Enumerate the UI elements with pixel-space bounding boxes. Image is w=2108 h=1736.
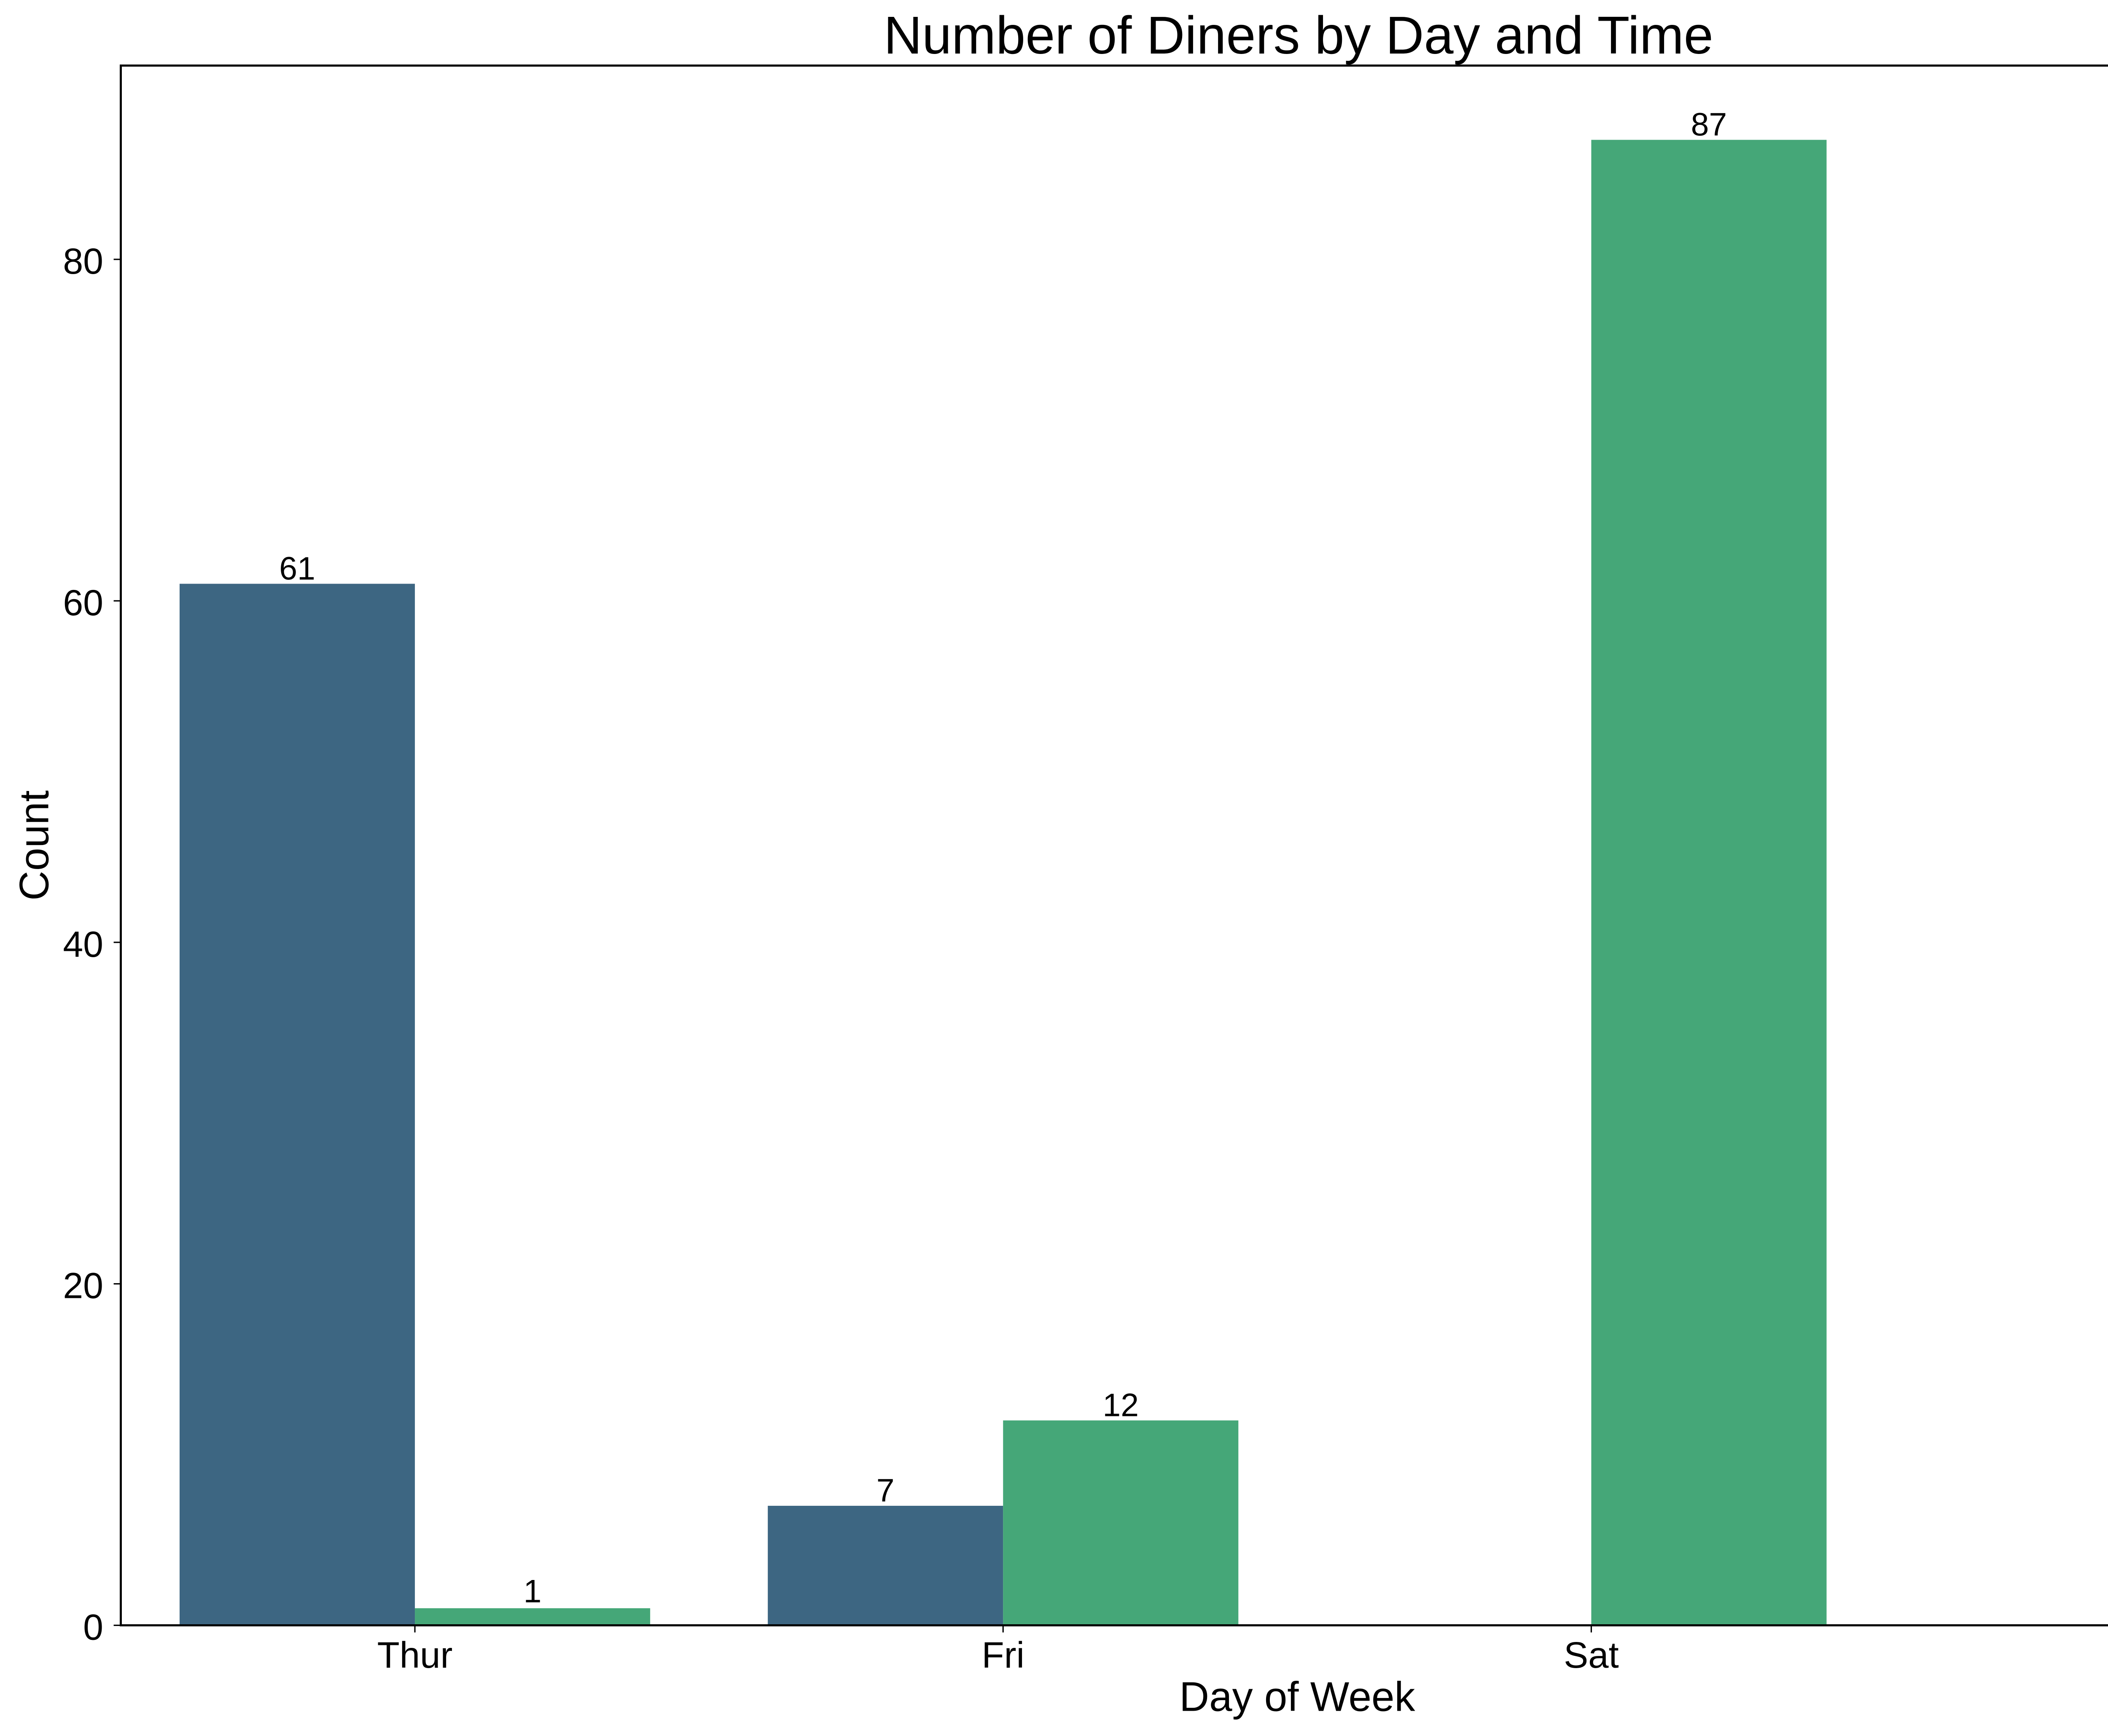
svg-text:Sat: Sat (1564, 1635, 1619, 1676)
svg-text:Count: Count (11, 790, 57, 901)
svg-text:61: 61 (279, 551, 315, 587)
svg-text:87: 87 (1691, 107, 1727, 143)
svg-text:40: 40 (63, 924, 103, 965)
svg-text:7: 7 (877, 1472, 895, 1509)
svg-text:60: 60 (63, 583, 103, 623)
svg-text:Number of Diners by Day and Ti: Number of Diners by Day and Time (884, 5, 1713, 65)
svg-text:12: 12 (1102, 1387, 1139, 1424)
svg-text:20: 20 (63, 1266, 103, 1306)
svg-text:80: 80 (63, 241, 103, 282)
svg-text:1: 1 (524, 1573, 542, 1610)
svg-text:Day of Week: Day of Week (1179, 1673, 1415, 1720)
svg-text:0: 0 (83, 1607, 103, 1648)
svg-text:Thur: Thur (377, 1635, 453, 1676)
svg-text:Fri: Fri (981, 1635, 1024, 1676)
